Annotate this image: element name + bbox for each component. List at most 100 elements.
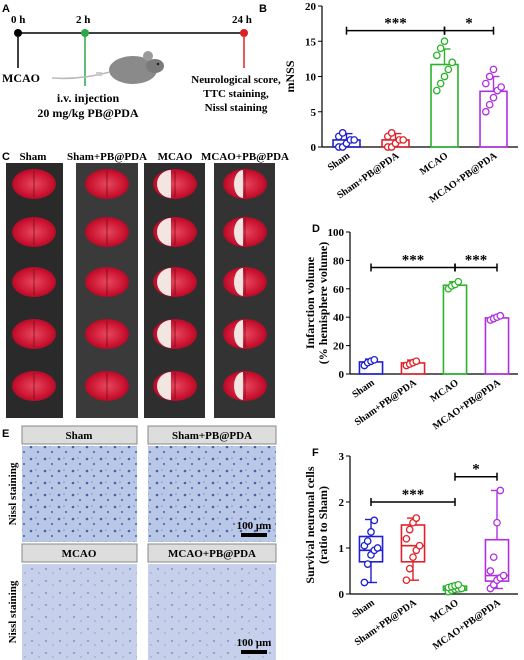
ttc-label-mcao-pb: MCAO+PB@PDA [201, 151, 289, 163]
timeline-label-24h: 24 h [232, 14, 252, 26]
nissl-header-mcao [21, 543, 138, 563]
timeline-dot-24h [240, 29, 248, 37]
panel-label-d: D [312, 223, 320, 235]
f-y-tick-label: 2 [339, 497, 345, 509]
ttc-infarct-region [234, 320, 243, 348]
timeline-dot-0h [14, 29, 22, 37]
d-y-tick-label: 80 [333, 255, 345, 267]
scale-bar-2 [241, 650, 267, 654]
nissl-image-mcao [22, 564, 137, 660]
ttc-infarct-region [157, 170, 171, 198]
nissl-header-mcao-pb [147, 543, 277, 563]
d-data-point [454, 277, 463, 286]
f-box [358, 535, 384, 563]
f-x-tick-label: Sham [350, 597, 377, 620]
b-data-point [489, 65, 498, 74]
f-data-point [363, 560, 372, 568]
outcome-line1: Neurological score, [191, 74, 281, 86]
b-y-tick-label: 0 [311, 142, 317, 154]
d-data-point [370, 355, 379, 364]
b-data-point [387, 129, 396, 137]
b-data-point [440, 72, 449, 81]
nissl-image-sham [22, 446, 137, 542]
ttc-label-sham-pb: Sham+PB@PDA [67, 151, 147, 163]
ttc-infarct-region [157, 320, 171, 348]
nissl-row-label-2: Nissl staining [7, 580, 19, 643]
b-sig-label: * [465, 16, 473, 32]
d-y-label: Infarction volume [303, 256, 317, 349]
b-x-tick-label: MCAO [418, 150, 450, 177]
nissl-image-mcao-pb [148, 564, 276, 660]
ttc-infarct-region [157, 218, 171, 246]
b-y-tick-label: 5 [311, 107, 317, 119]
nissl-row-label-1: Nissl staining [7, 462, 19, 525]
scale-label-1: 100 μm [237, 520, 272, 532]
injection-line1: i.v. injection [57, 91, 120, 105]
f-y-label-2: (ratio to Sham) [316, 486, 330, 564]
chart-d: 0 20 40 60 80 100 Infarction volume (% hemisphe… [303, 227, 518, 432]
ttc-panel: Sham Sham+PB@PDA MCAO MCAO+PB@PDA [6, 151, 289, 418]
d-y-tick-label: 40 [333, 312, 345, 324]
f-y-tick-label: 0 [339, 589, 345, 601]
b-data-point [497, 83, 506, 91]
b-data-point [489, 93, 498, 102]
scale-label-2: 100 μm [237, 637, 272, 649]
b-data-point [432, 86, 441, 95]
timeline-panel: 0 h 2 h 24 h MCAO i.v. injection 20 mg/k… [2, 14, 281, 120]
scale-bar-1 [241, 533, 267, 537]
d-y-tick-label: 60 [333, 284, 345, 296]
f-data-point [489, 553, 498, 562]
b-y-tick-label: 20 [305, 1, 317, 13]
ttc-infarct-region [234, 268, 243, 296]
b-data-point [485, 100, 494, 109]
f-data-point [454, 580, 463, 589]
d-x-tick-label: Sham [350, 377, 377, 400]
panel-label-f: F [312, 447, 319, 459]
d-y-tick-label: 100 [328, 227, 345, 239]
b-data-point [399, 136, 408, 144]
nissl-header-sham [21, 425, 138, 445]
b-y-label: mNSS [283, 60, 297, 92]
f-data-point [409, 553, 417, 562]
d-sig-label: *** [402, 253, 425, 269]
b-data-point [440, 37, 449, 46]
ttc-infarct-region [234, 170, 243, 198]
d-x-tick-label: MCAO [428, 377, 460, 404]
f-y-tick-label: 1 [339, 543, 345, 555]
nissl-title-mcao: MCAO [62, 548, 97, 560]
b-data-point [436, 44, 445, 53]
mouse-illustration [51, 51, 164, 84]
f-data-point [363, 537, 372, 545]
f-data-point [373, 544, 382, 552]
outcome-line2: TTC staining, [203, 88, 269, 100]
f-data-point [405, 525, 414, 534]
f-data-point [412, 514, 421, 522]
f-data-point [499, 571, 508, 580]
f-data-point [367, 528, 375, 536]
injection-line2: 20 mg/kg PB@PDA [37, 106, 138, 120]
d-bar [442, 284, 468, 375]
panel-label-c: C [2, 151, 10, 163]
outcome-line3: Nissl staining [205, 102, 268, 114]
ttc-infarct-region [234, 372, 243, 400]
panel-label-b: B [259, 3, 267, 15]
b-data-point [436, 79, 445, 88]
nissl-panel: Sham Sham+PB@PDA MCAO MCAO+PB@PDA Nissl … [7, 425, 277, 660]
timeline-mcao: MCAO [2, 71, 40, 85]
f-data-point [360, 578, 369, 587]
b-data-point [481, 107, 490, 116]
ttc-label-sham: Sham [20, 151, 47, 163]
f-data-point [402, 576, 411, 585]
f-sig-label: *** [402, 487, 425, 503]
f-data-point [402, 534, 411, 543]
b-data-point [485, 72, 494, 81]
d-sig-label: *** [465, 253, 488, 269]
b-data-point [432, 51, 441, 60]
nissl-title-sham-pb: Sham+PB@PDA [172, 430, 252, 442]
f-x-tick-label: MCAO [428, 597, 460, 624]
f-data-point [493, 518, 501, 527]
d-y-tick-label: 0 [339, 369, 345, 381]
nissl-title-sham: Sham [66, 430, 93, 442]
